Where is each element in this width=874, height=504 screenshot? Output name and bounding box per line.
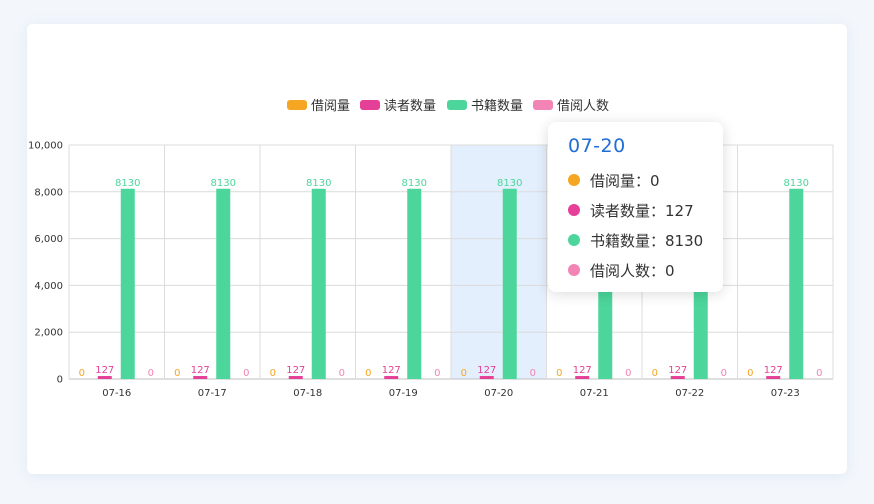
data-label: 127 — [382, 365, 401, 376]
bar — [479, 376, 494, 379]
data-label: 8130 — [497, 178, 522, 189]
y-tick-label: 2,000 — [34, 328, 63, 339]
legend-swatch — [533, 100, 553, 110]
legend-label: 借阅量 — [311, 99, 350, 114]
legend-swatch — [447, 100, 467, 110]
x-tick-label: 07-23 — [771, 388, 800, 399]
legend-label: 借阅人数 — [557, 99, 609, 114]
x-tick-label: 07-21 — [580, 388, 609, 399]
y-tick-label: 0 — [57, 375, 63, 386]
tooltip-row-readers: 读者数量：127 — [568, 200, 694, 222]
data-label: 0 — [721, 368, 727, 379]
data-label: 0 — [816, 368, 822, 379]
chart-card: 0 2,000 4,000 6,000 8,000 10,000 0 127 8130 0 07-1… — [27, 24, 847, 474]
data-label: 127 — [764, 365, 783, 376]
data-label: 8130 — [402, 178, 427, 189]
tooltip-row-borrow: 借阅量：0 — [568, 170, 660, 192]
x-tick-label: 07-18 — [293, 388, 322, 399]
data-label: 127 — [573, 365, 592, 376]
x-tick-label: 07-22 — [675, 388, 704, 399]
chart-tooltip: 07-20 借阅量：0 读者数量：127 书籍数量：8130 借阅人数：0 — [548, 122, 723, 292]
highlight-band — [451, 145, 547, 379]
legend-label: 书籍数量 — [471, 98, 523, 114]
x-tick-label: 07-20 — [484, 388, 513, 399]
data-label: 127 — [191, 365, 210, 376]
bar — [407, 188, 422, 379]
data-label: 0 — [556, 368, 562, 379]
x-tick-label: 07-17 — [198, 388, 227, 399]
data-label: 0 — [434, 368, 440, 379]
bar — [288, 376, 303, 379]
data-label: 0 — [365, 368, 371, 379]
data-label: 0 — [530, 368, 536, 379]
data-label: 0 — [461, 368, 467, 379]
data-label: 127 — [477, 365, 496, 376]
legend-swatch — [360, 100, 380, 110]
legend-label: 读者数量 — [384, 99, 436, 114]
y-tick-label: 10,000 — [28, 141, 63, 152]
bar — [97, 376, 112, 379]
data-label: 0 — [174, 368, 180, 379]
borrow-dot-icon — [568, 174, 580, 186]
data-label: 8130 — [115, 178, 140, 189]
bar — [216, 188, 231, 379]
y-tick-label: 8,000 — [34, 187, 63, 198]
bar — [120, 188, 135, 379]
data-label: 127 — [95, 365, 114, 376]
y-tick-label: 4,000 — [34, 281, 63, 292]
legend-swatch — [287, 100, 307, 110]
bar — [193, 376, 208, 379]
bar — [502, 188, 517, 379]
borrowers-dot-icon — [568, 264, 580, 276]
tooltip-title: 07-20 — [568, 135, 626, 157]
bar — [384, 376, 399, 379]
bar — [311, 188, 326, 379]
bar — [670, 376, 685, 379]
y-tick-label: 6,000 — [34, 234, 63, 245]
data-label: 8130 — [784, 178, 809, 189]
readers-dot-icon — [568, 204, 580, 216]
data-label: 127 — [668, 365, 687, 376]
data-label: 8130 — [211, 178, 236, 189]
data-label: 0 — [625, 368, 631, 379]
data-label: 0 — [747, 368, 753, 379]
x-tick-label: 07-19 — [389, 388, 418, 399]
data-label: 8130 — [306, 178, 331, 189]
data-label: 0 — [652, 368, 658, 379]
bar-chart: 0 2,000 4,000 6,000 8,000 10,000 0 127 8130 0 07-1… — [28, 98, 834, 399]
x-tick-label: 07-16 — [102, 388, 131, 399]
data-label: 0 — [79, 368, 85, 379]
data-label: 0 — [270, 368, 276, 379]
tooltip-row-books: 书籍数量：8130 — [568, 230, 703, 252]
data-label: 0 — [339, 368, 345, 379]
data-label: 0 — [148, 368, 154, 379]
tooltip-row-borrowers: 借阅人数：0 — [568, 260, 675, 282]
data-label: 127 — [286, 365, 305, 376]
data-label: 0 — [243, 368, 249, 379]
bar — [789, 188, 804, 379]
bar — [766, 376, 781, 379]
books-dot-icon — [568, 234, 580, 246]
bar — [575, 376, 590, 379]
